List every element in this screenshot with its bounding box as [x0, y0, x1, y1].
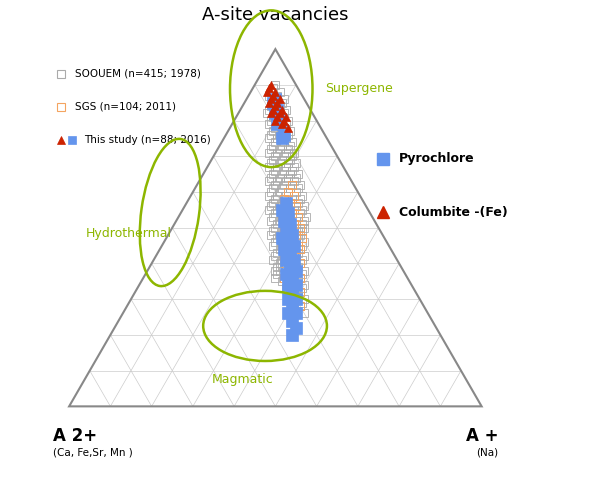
Text: Supergene: Supergene	[325, 82, 392, 95]
Text: A 2+: A 2+	[53, 427, 96, 445]
Text: SOOUEM (n=415; 1978): SOOUEM (n=415; 1978)	[75, 69, 201, 79]
Text: Hydrothermal: Hydrothermal	[86, 227, 172, 240]
Text: A-site vacancies: A-site vacancies	[202, 6, 349, 25]
Text: SGS (n=104; 2011): SGS (n=104; 2011)	[75, 102, 176, 112]
Text: This study (n=88; 2016): This study (n=88; 2016)	[83, 135, 210, 145]
Text: (Ca, Fe,Sr, Mn ): (Ca, Fe,Sr, Mn )	[53, 448, 133, 457]
Text: Magmatic: Magmatic	[211, 373, 274, 386]
Text: Columbite -(Fe): Columbite -(Fe)	[399, 206, 508, 219]
Text: A +: A +	[466, 427, 498, 445]
Text: Pyrochlore: Pyrochlore	[399, 152, 475, 165]
Text: (Na): (Na)	[476, 448, 498, 457]
